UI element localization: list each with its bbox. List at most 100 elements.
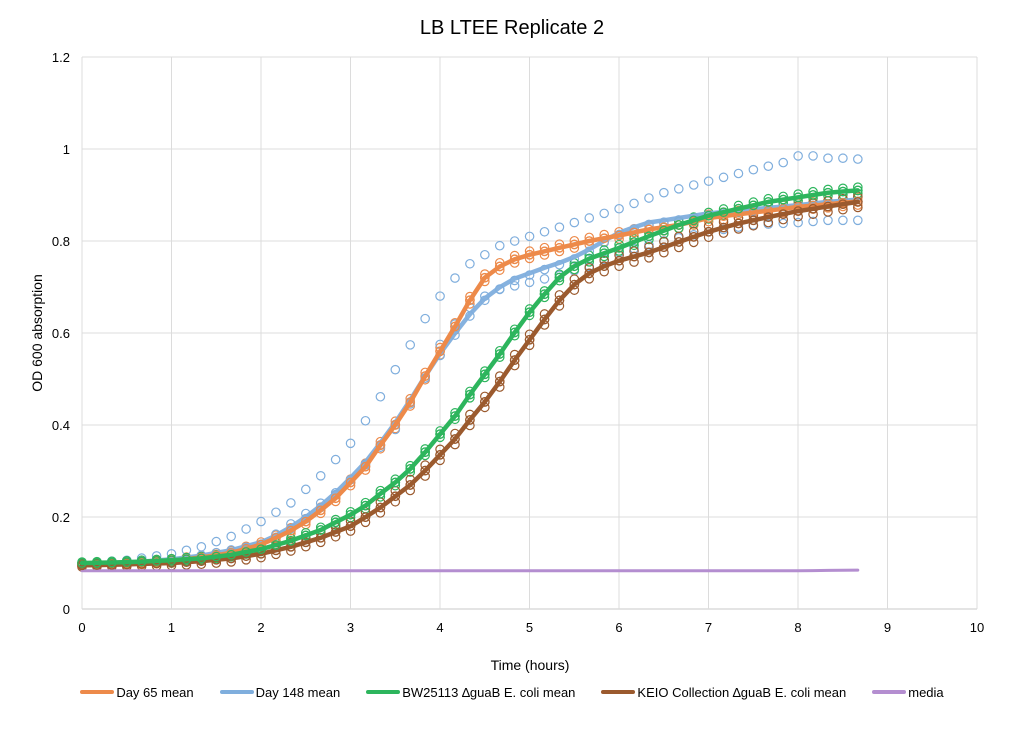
legend-swatch-day148: [219, 690, 254, 694]
mean-point: [524, 249, 535, 260]
mean-point: [494, 376, 505, 387]
mean-point: [823, 187, 833, 198]
data-point: [420, 313, 430, 324]
mean-point: [211, 551, 222, 562]
data-point: [673, 184, 684, 194]
mean-point: [300, 537, 311, 548]
mean-point: [659, 242, 669, 253]
y-tick-label: 1.2: [52, 50, 70, 65]
mean-point: [688, 215, 699, 226]
mean-point: [584, 253, 595, 264]
mean-point: [838, 199, 848, 210]
legend-item-day148[interactable]: Day 148 mean: [219, 685, 340, 700]
legend-item-bw25113[interactable]: BW25113 ∆guaB E. coli mean: [366, 685, 575, 700]
mean-point: [286, 535, 296, 546]
legend-swatch-media: [872, 690, 907, 694]
mean-point: [375, 502, 386, 513]
y-tick-label: 0.4: [52, 418, 70, 433]
legend-label-keio: KEIO Collection ∆guaB E. coli mean: [637, 684, 847, 700]
chart-title: LB LTEE Replicate 2: [420, 17, 604, 39]
mean-markers-0: [77, 196, 863, 571]
legend-label-day65: Day 65 mean: [116, 684, 194, 700]
data-point: [718, 172, 729, 183]
mean-point: [106, 557, 117, 568]
mean-point: [479, 369, 490, 380]
mean-point: [450, 321, 460, 332]
y-tick-label: 0.8: [52, 234, 70, 249]
data-point: [688, 180, 699, 190]
legend: Day 65 mean Day 148 mean BW25113 ∆guaB E…: [0, 680, 1024, 704]
mean-point: [524, 307, 535, 318]
mean-point: [360, 512, 371, 522]
data-point: [808, 216, 818, 227]
mean-line-0: [79, 199, 861, 568]
data-point: [465, 258, 475, 269]
data-point: [778, 157, 789, 168]
mean-point: [659, 225, 669, 236]
data-point: [733, 168, 744, 179]
mean-point: [644, 231, 654, 242]
x-tick-label: 9: [884, 620, 891, 635]
mean-point: [614, 255, 624, 266]
mean-point: [435, 449, 445, 460]
mean-point: [92, 557, 102, 568]
data-point: [330, 454, 341, 465]
data-point: [703, 176, 714, 186]
y-tick-label: 0: [63, 602, 70, 617]
mean-point: [271, 540, 281, 550]
data-point: [196, 541, 207, 552]
data-point: [823, 215, 833, 226]
mean-point: [330, 527, 341, 537]
y-tick-label: 0.6: [52, 326, 70, 341]
mean-point: [151, 556, 162, 566]
x-tick-label: 5: [526, 620, 533, 635]
gridlines: [81, 56, 978, 610]
data-point: [300, 484, 311, 495]
mean-markers-2: [77, 185, 863, 568]
x-tick-label: 7: [705, 620, 712, 635]
mean-point: [644, 247, 654, 258]
mean-point: [390, 491, 401, 502]
data-point: [315, 471, 326, 481]
data-point: [435, 291, 445, 301]
mean-point: [718, 222, 729, 233]
data-point: [554, 222, 565, 232]
x-tick-labels: 0 1 2 3 4 5 6 7 8 9 10: [78, 620, 984, 635]
mean-point: [673, 237, 684, 247]
data-point: [599, 208, 609, 219]
mean-point: [614, 230, 624, 241]
data-point: [793, 217, 803, 228]
data-point: [838, 215, 848, 226]
mean-point: [77, 558, 87, 568]
mean-point: [793, 206, 803, 216]
mean-point: [554, 272, 565, 283]
mean-point: [315, 505, 326, 516]
data-point: [509, 236, 520, 246]
mean-point: [375, 488, 386, 499]
mean-point: [838, 186, 848, 197]
data-point: [823, 153, 833, 163]
data-point: [226, 531, 236, 542]
legend-item-keio[interactable]: KEIO Collection ∆guaB E. coli mean: [601, 685, 846, 700]
mean-point: [778, 194, 789, 205]
mean-point: [644, 224, 654, 235]
mean-lines: [77, 185, 863, 573]
data-point: [494, 240, 505, 251]
mean-point: [420, 465, 431, 476]
data-point: [390, 364, 401, 375]
mean-point: [629, 237, 639, 247]
legend-item-day65[interactable]: Day 65 mean: [80, 684, 194, 700]
legend-item-media[interactable]: media: [872, 685, 944, 700]
mean-point: [569, 261, 580, 272]
mean-point: [330, 493, 341, 504]
mean-point: [300, 516, 311, 527]
data-point: [524, 277, 535, 288]
data-point: [375, 391, 386, 402]
mean-line-1: [79, 197, 861, 567]
mean-point: [286, 525, 296, 536]
y-axis-label: OD 600 absorption: [29, 274, 45, 392]
mean-point: [509, 355, 520, 365]
x-tick-label: 1: [168, 620, 175, 635]
mean-point: [539, 289, 550, 299]
mean-point: [420, 371, 431, 381]
